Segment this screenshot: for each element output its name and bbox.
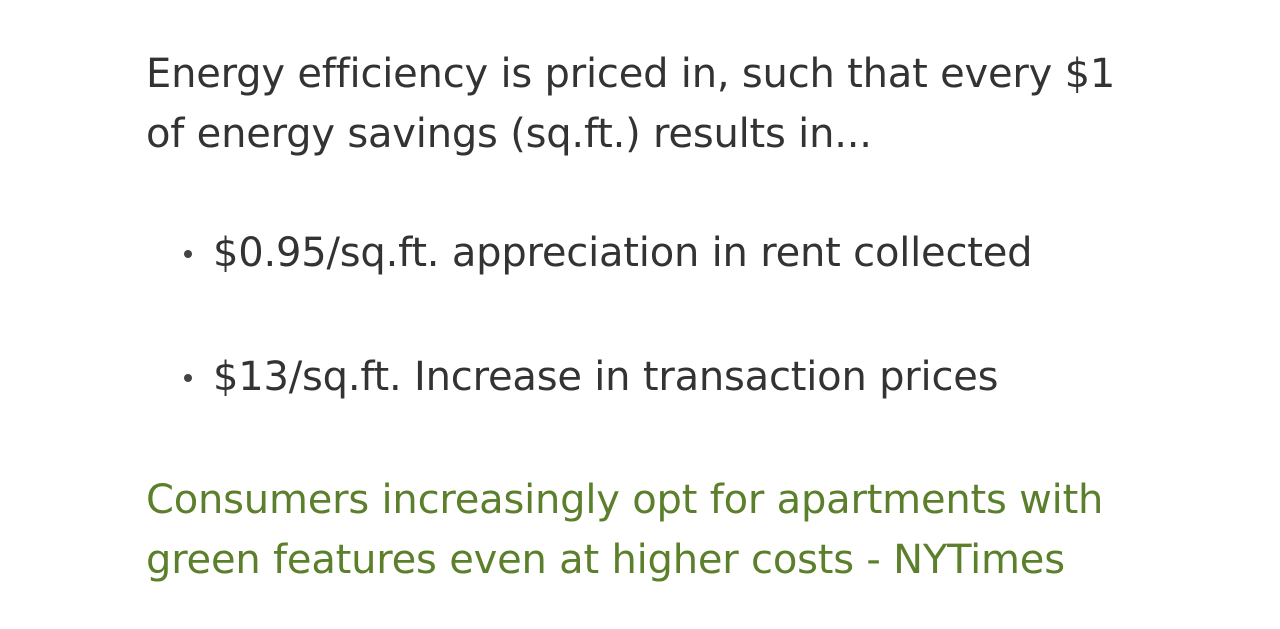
bullet-dot-icon bbox=[184, 374, 192, 382]
bullet-text: $0.95/sq.ft. appreciation in rent collec… bbox=[213, 230, 1033, 276]
quote-line-2: green features even at higher costs - NY… bbox=[146, 537, 1065, 583]
quote-line-1: Consumers increasingly opt for apartment… bbox=[146, 477, 1104, 523]
bullet-item-transaction: $13/sq.ft. Increase in transaction price… bbox=[180, 346, 1180, 408]
source-quote: Consumers increasingly opt for apartment… bbox=[146, 470, 1246, 590]
intro-line-2: of energy savings (sq.ft.) results in... bbox=[146, 111, 872, 157]
bullet-item-rent: $0.95/sq.ft. appreciation in rent collec… bbox=[180, 222, 1180, 284]
bullet-list: $0.95/sq.ft. appreciation in rent collec… bbox=[180, 222, 1180, 470]
bullet-text: $13/sq.ft. Increase in transaction price… bbox=[213, 354, 999, 400]
intro-line-1: Energy efficiency is priced in, such tha… bbox=[146, 51, 1116, 97]
intro-paragraph: Energy efficiency is priced in, such tha… bbox=[146, 44, 1206, 164]
bullet-dot-icon bbox=[184, 250, 192, 258]
